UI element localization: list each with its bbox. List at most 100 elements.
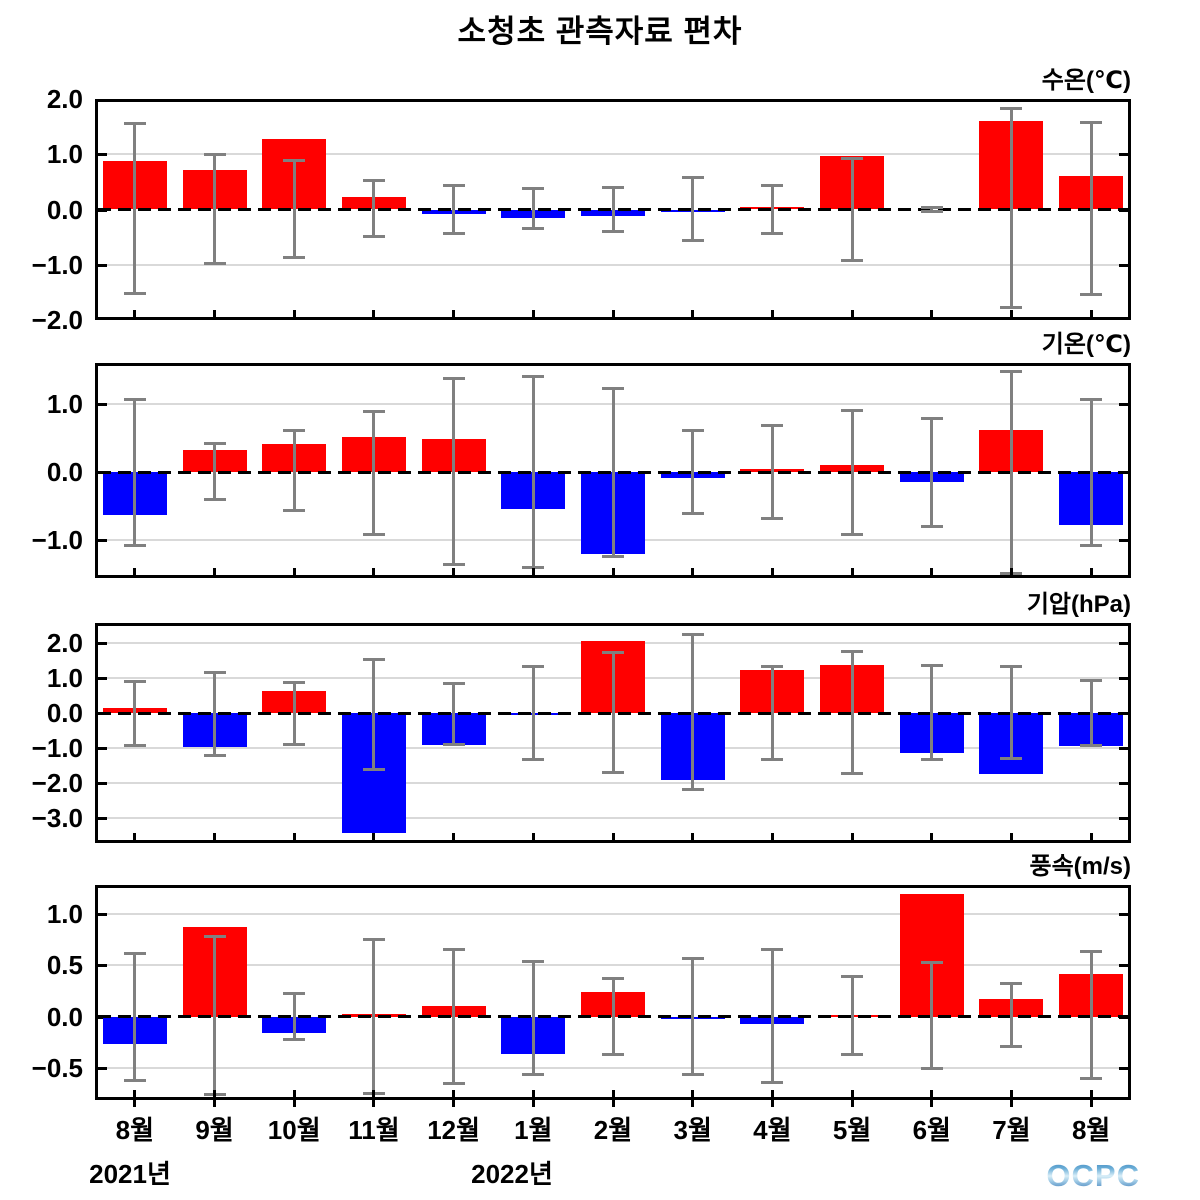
error-cap [920, 757, 943, 761]
error-bar [292, 682, 296, 745]
ytick-mark [1119, 747, 1128, 751]
xtick-mark [930, 568, 934, 575]
error-cap [123, 397, 146, 401]
ytick-label: 2.0 [46, 627, 83, 658]
ytick-label: 0.5 [46, 950, 83, 981]
error-bar [292, 993, 296, 1040]
xtick-mark [452, 1100, 456, 1107]
error-cap [442, 948, 465, 952]
xtick-mark [850, 568, 854, 575]
error-cap [681, 512, 704, 516]
month-label-9: 5월 [832, 1115, 872, 1145]
xtick-mark [850, 1100, 854, 1107]
error-cap [920, 524, 943, 528]
xtick-mark [770, 568, 774, 575]
xtick-mark [292, 310, 296, 317]
error-cap [602, 977, 624, 981]
month-label-8: 4월 [753, 1115, 792, 1145]
xtick-mark [1089, 1090, 1093, 1097]
error-bar [1089, 951, 1093, 1079]
error-bar [1009, 371, 1013, 574]
ytick-label: −2.0 [31, 768, 83, 799]
error-cap [522, 758, 545, 762]
error-cap [442, 562, 465, 566]
error-cap [1080, 678, 1103, 682]
error-cap [283, 508, 306, 512]
gridline [98, 782, 1128, 785]
xtick-mark [930, 1100, 934, 1107]
error-cap [841, 532, 864, 536]
ytick-mark [98, 263, 107, 267]
gridline [98, 964, 1128, 967]
ytick-mark [98, 539, 107, 543]
error-cap [920, 209, 943, 213]
xtick-mark [1089, 310, 1093, 317]
xtick-mark [1089, 568, 1093, 575]
ytick-mark [98, 964, 107, 968]
error-bar [531, 188, 535, 229]
xtick-mark [213, 1090, 217, 1097]
error-cap [442, 1082, 465, 1086]
error-cap [362, 657, 385, 661]
error-cap [1000, 306, 1023, 310]
error-cap [123, 744, 146, 748]
error-bar [292, 160, 296, 257]
error-cap [841, 649, 864, 653]
error-bar [770, 185, 774, 234]
xtick-mark [133, 1100, 137, 1107]
error-bar [372, 939, 376, 1094]
month-label-2: 10월 [267, 1115, 321, 1145]
panel-title-0: 수온(℃) [1041, 67, 1131, 94]
error-cap [681, 788, 704, 792]
error-bar [611, 388, 615, 557]
error-cap [362, 938, 385, 942]
ytick-mark [1119, 677, 1128, 680]
ytick-label: 0.0 [46, 194, 83, 225]
xtick-mark [930, 310, 934, 317]
error-cap [841, 157, 864, 161]
xtick-mark [770, 833, 774, 840]
ytick-mark [1119, 153, 1128, 157]
gridline [98, 912, 1128, 915]
ytick-mark [98, 912, 107, 916]
ytick-label: −2.0 [31, 305, 83, 335]
xtick-mark [452, 568, 456, 575]
xtick-mark [133, 833, 137, 840]
xtick-mark [133, 568, 137, 575]
error-cap [681, 1072, 704, 1076]
error-bar [213, 936, 217, 1095]
error-bar [691, 634, 695, 790]
error-cap [203, 754, 226, 758]
xtick-mark [691, 568, 695, 575]
gridline [98, 153, 1128, 156]
xtick-mark [1009, 568, 1013, 575]
error-cap [123, 1078, 146, 1082]
year-label-2021: 2021년 [89, 1159, 171, 1189]
figure-title: 소청초 관측자료 편차 [457, 14, 743, 49]
ytick-mark [98, 153, 107, 157]
error-cap [761, 517, 784, 521]
ytick-mark [1119, 539, 1128, 543]
month-label-1: 9월 [195, 1115, 234, 1145]
ytick-mark [98, 677, 107, 680]
xtick-mark [292, 833, 296, 840]
xtick-mark [770, 1100, 774, 1107]
error-cap [123, 680, 146, 684]
ytick-mark [1119, 263, 1128, 267]
xtick-mark [850, 310, 854, 317]
xtick-mark [213, 310, 217, 317]
ytick-mark [98, 747, 107, 751]
ytick-label: 1.0 [46, 898, 83, 929]
ytick-mark [1119, 912, 1128, 916]
gridline [98, 817, 1128, 820]
xtick-mark [372, 833, 376, 840]
ytick-mark [1119, 402, 1128, 406]
error-cap [602, 1053, 624, 1057]
error-bar [770, 666, 774, 760]
error-cap [761, 232, 784, 236]
error-cap [522, 226, 545, 230]
xtick-mark [1089, 833, 1093, 840]
xtick-mark [1089, 1100, 1093, 1107]
error-bar [213, 443, 217, 500]
xtick-mark [531, 310, 535, 317]
